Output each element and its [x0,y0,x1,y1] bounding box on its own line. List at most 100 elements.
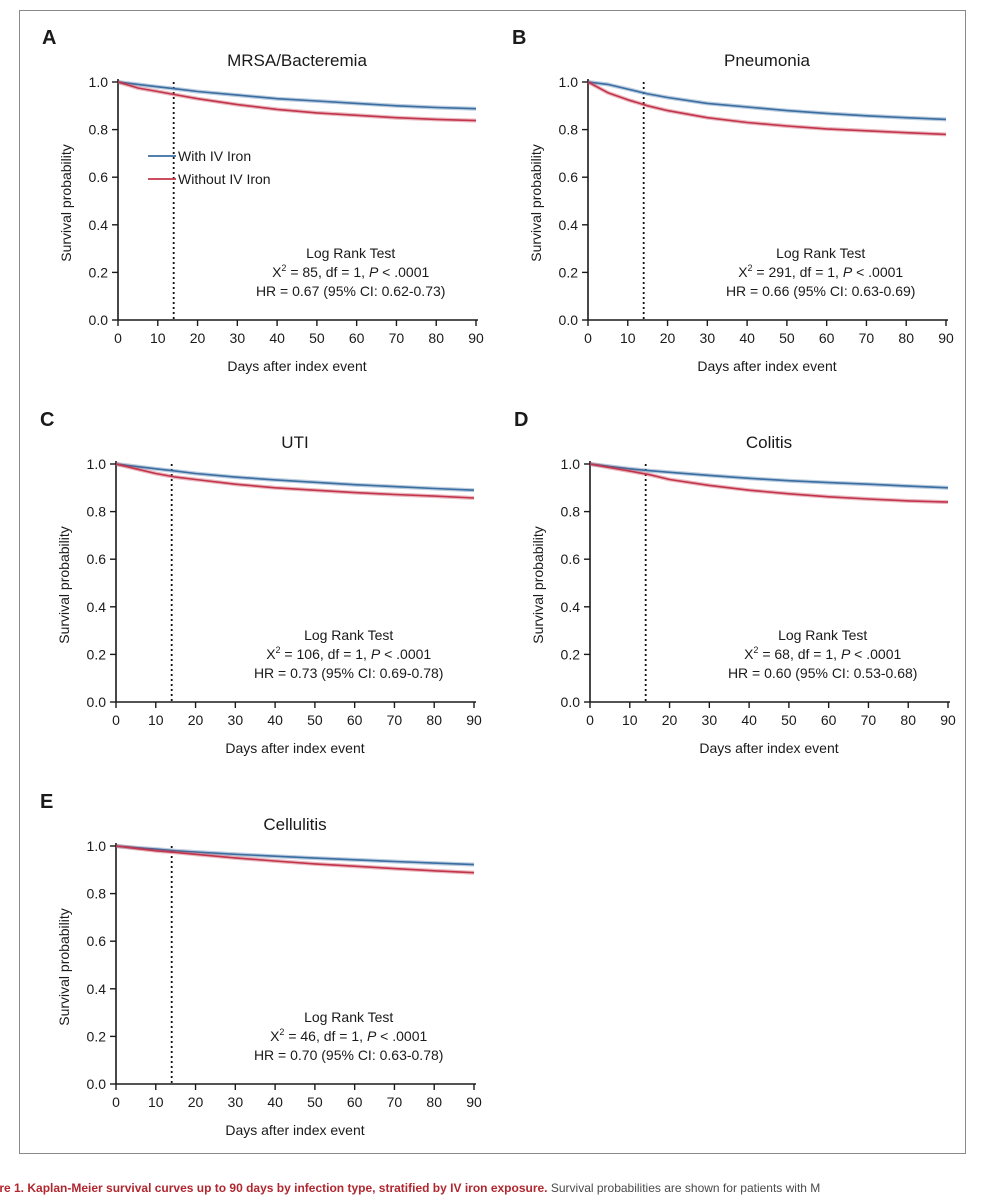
panel-d-x-tick-label: 20 [662,712,678,728]
panel-c-y-tick-label: 0.6 [87,551,107,567]
panel-b-x-tick-label: 20 [660,330,676,346]
panel-d-x-tick-label: 30 [702,712,718,728]
panel-b-x-tick-label: 40 [739,330,755,346]
panel-e-series-without-iron-band [115,844,475,875]
panel-e-series-with-iron [115,845,475,866]
panel-c-x-tick-label: 20 [188,712,204,728]
figure-frame [19,10,966,1154]
panel-b-y-tick-label: 0.4 [559,217,579,233]
panel-c-title: UTI [281,433,308,452]
panel-e-y-tick-label: 0.8 [87,886,107,902]
panel-e-title: Cellulitis [263,815,326,834]
panel-c-x-tick-label: 90 [466,712,482,728]
panel-c-y-tick-label: 0.2 [87,646,107,662]
panel-a-chi-square-line: X2 = 85, df = 1, P < .0001 [272,263,429,280]
caption-bold-text: ure 1. Kaplan-Meier survival curves up t… [0,1181,548,1195]
panel-e-x-tick-label: 50 [307,1094,323,1110]
panel-a-y-tick-label: 0.8 [89,122,109,138]
panel-d: D Colitis 0.0 0.2 0.4 0.6 0.8 1.0 0 10 20 30 40 50 60 7… [514,409,956,756]
panel-b-x-tick-label: 50 [779,330,795,346]
panel-b-series-without-iron [587,81,947,136]
panel-d-series-with-iron-band [589,462,949,490]
panel-c-y-axis-label: Survival probability [56,526,72,644]
panel-b-x-tick-label: 30 [700,330,716,346]
panel-c-x-tick-label: 10 [148,712,164,728]
panel-c-logrank-title: Log Rank Test [304,627,393,643]
panel-c-x-tick-label: 80 [426,712,442,728]
panel-e-hazard-ratio: HR = 0.70 (95% CI: 0.63-0.78) [254,1047,444,1063]
panel-e-x-tick-label: 10 [148,1094,164,1110]
panel-c-y-tick-label: 0.8 [87,504,107,520]
panel-c-x-tick-label: 30 [228,712,244,728]
panel-e-letter: E [40,791,53,813]
panel-a-x-tick-label: 30 [230,330,246,346]
panel-a-x-axis-label: Days after index event [227,358,366,374]
panel-a-x-tick-label: 50 [309,330,325,346]
panel-a-x-tick-label: 70 [389,330,405,346]
panel-a-x-tick-label: 10 [150,330,166,346]
panel-b-letter: B [512,27,526,49]
panel-e-y-tick-label: 0.6 [87,933,107,949]
panel-e-chi-square-line: X2 = 46, df = 1, P < .0001 [270,1027,427,1044]
panel-d-x-tick-label: 60 [821,712,837,728]
panel-d-x-tick-label: 80 [900,712,916,728]
panel-c-y-tick-label: 1.0 [87,456,107,472]
panel-d-x-tick-label: 90 [940,712,956,728]
panel-a: A MRSA/Bacteremia 0.0 0.2 0.4 0.6 0.8 1.0 0 10 20 3… [42,27,484,374]
panel-e-y-tick-label: 0.2 [87,1028,107,1044]
panel-a-y-tick-label: 0.4 [89,217,109,233]
panel-c-x-tick-label: 70 [387,712,403,728]
panel-b-y-tick-label: 1.0 [559,74,579,90]
panel-d-x-tick-label: 40 [741,712,757,728]
panel-d-x-axis-label: Days after index event [699,740,838,756]
panel-b-x-tick-label: 0 [584,330,592,346]
panel-a-title: MRSA/Bacteremia [227,51,367,70]
panel-d-x-tick-label: 10 [622,712,638,728]
panel-b-y-tick-label: 0.2 [559,264,579,280]
panel-a-series-without-iron [117,81,477,122]
panel-d-y-tick-label: 0.8 [561,504,581,520]
panel-d-x-tick-label: 70 [861,712,877,728]
panel-c-x-axis-label: Days after index event [225,740,364,756]
panel-c-chi-square-line: X2 = 106, df = 1, P < .0001 [266,645,431,662]
panel-c-series-with-iron [115,463,475,491]
panel-d-chi-square-line: X2 = 68, df = 1, P < .0001 [744,645,901,662]
panel-b-x-axis-label: Days after index event [697,358,836,374]
panel-a-legend-entry: With IV Iron [178,148,251,164]
panel-d-logrank-title: Log Rank Test [778,627,867,643]
panel-b-x-tick-label: 90 [938,330,954,346]
panel-e-series-without-iron [115,845,475,874]
panel-a-y-tick-label: 1.0 [89,74,109,90]
panel-e-x-tick-label: 90 [466,1094,482,1110]
panel-a-y-tick-label: 0.2 [89,264,109,280]
panel-d-hazard-ratio: HR = 0.60 (95% CI: 0.53-0.68) [728,665,918,681]
panel-a-logrank-title: Log Rank Test [306,245,395,261]
panel-a-x-tick-label: 80 [428,330,444,346]
panel-c-x-tick-label: 50 [307,712,323,728]
panel-a-letter: A [42,27,56,49]
panel-b-x-tick-label: 80 [898,330,914,346]
panel-b-series-with-iron [587,81,947,121]
panel-d-series-without-iron [589,463,949,503]
panel-e-x-tick-label: 40 [267,1094,283,1110]
panel-c-y-tick-label: 0.0 [87,694,107,710]
caption-body-text: Survival probabilities are shown for pat… [547,1181,821,1195]
panel-a-x-tick-label: 0 [114,330,122,346]
panel-d-y-axis-label: Survival probability [530,526,546,644]
panel-d-letter: D [514,409,528,431]
panel-a-x-tick-label: 20 [190,330,206,346]
panel-a-legend-entry: Without IV Iron [178,171,271,187]
panel-e-y-tick-label: 0.0 [87,1076,107,1092]
panel-c-x-tick-label: 40 [267,712,283,728]
panel-b-chi-square-line: X2 = 291, df = 1, P < .0001 [738,263,903,280]
panel-b-x-tick-label: 60 [819,330,835,346]
panel-e-x-tick-label: 70 [387,1094,403,1110]
panel-e-y-axis-label: Survival probability [56,908,72,1026]
panel-b-y-tick-label: 0.8 [559,122,579,138]
panel-a-y-axis-label: Survival probability [58,144,74,262]
panel-e-x-tick-label: 80 [426,1094,442,1110]
panel-d-y-tick-label: 1.0 [561,456,581,472]
panel-b-hazard-ratio: HR = 0.66 (95% CI: 0.63-0.69) [726,283,916,299]
panel-b-y-tick-label: 0.0 [559,312,579,328]
